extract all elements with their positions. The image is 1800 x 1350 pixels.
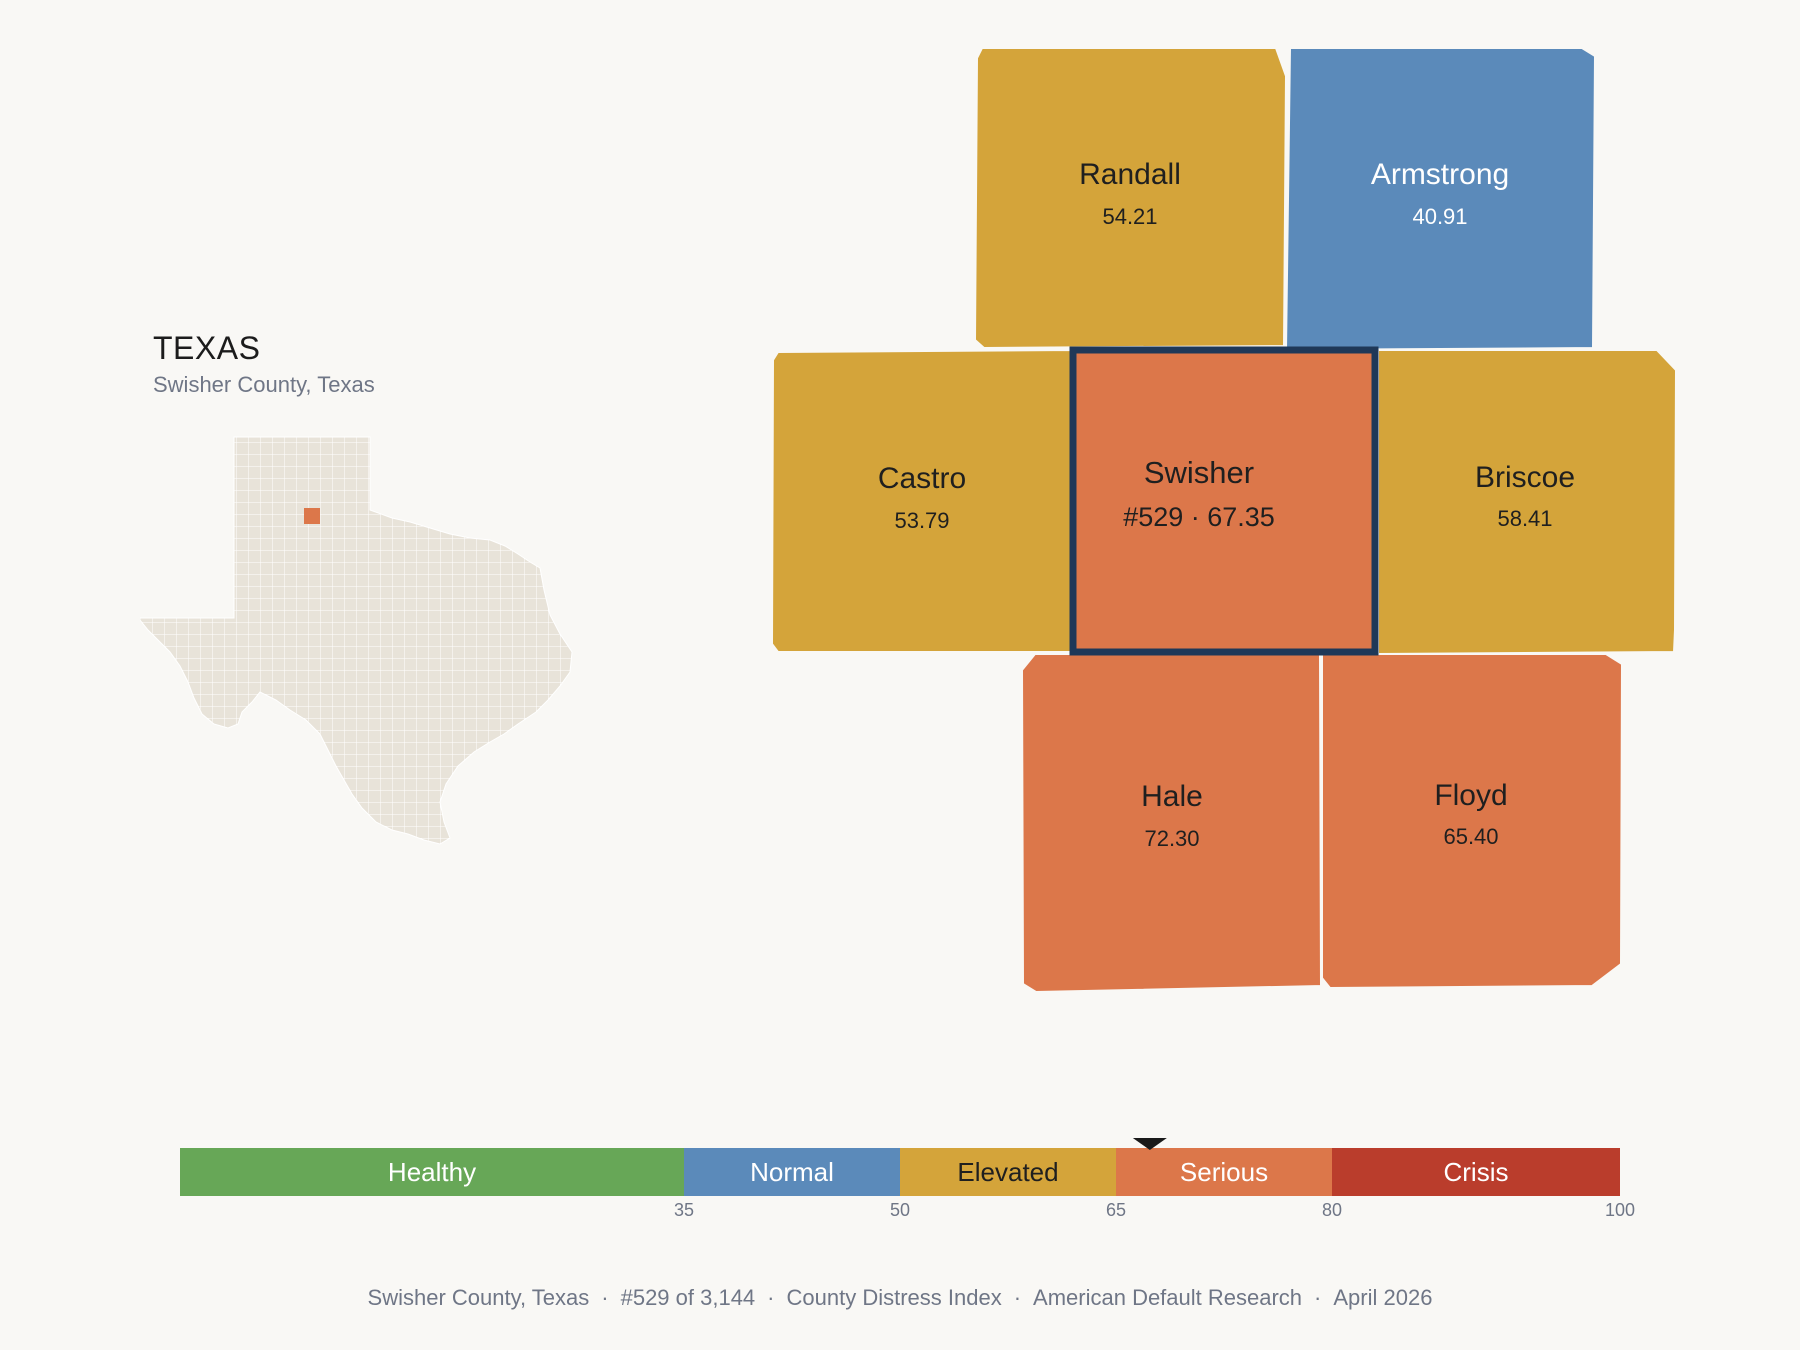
county-armstrong[interactable]: Armstrong 40.91 <box>1284 47 1597 352</box>
county-name-floyd: Floyd <box>1434 779 1507 812</box>
scale-segment-elevated <box>900 1148 1116 1196</box>
scale-label-normal: Normal <box>750 1157 834 1187</box>
footer-county: Swisher County, Texas <box>367 1285 590 1310</box>
footer-organization: American Default Research <box>1033 1285 1303 1310</box>
scale-tick: 80 <box>1322 1200 1342 1220</box>
county-name-castro: Castro <box>878 462 966 495</box>
footer-rank: #529 of 3,144 <box>620 1285 756 1310</box>
scale-segment-serious <box>1116 1148 1332 1196</box>
selected-county-outline <box>1069 346 1379 656</box>
county-value-castro: 53.79 <box>894 508 949 533</box>
scale-label-elevated: Elevated <box>957 1157 1058 1187</box>
state-title: TEXAS <box>153 330 261 366</box>
scale-label-serious: Serious <box>1180 1157 1268 1187</box>
selected-county-rank-score: #529 · 67.35 <box>1123 502 1275 532</box>
footer-separator: · <box>1013 1285 1022 1310</box>
footer-date: April 2026 <box>1333 1285 1433 1310</box>
scale-label-crisis: Crisis <box>1444 1157 1509 1187</box>
county-value-floyd: 65.40 <box>1443 824 1498 849</box>
scale-label-healthy: Healthy <box>388 1157 476 1187</box>
distress-scale: Healthy Normal Elevated Serious Crisis 35 50 6… <box>180 1138 1635 1220</box>
selected-county-marker <box>304 508 320 524</box>
county-name-briscoe: Briscoe <box>1475 461 1575 494</box>
footer-separator: · <box>1314 1285 1322 1310</box>
county-value-hale: 72.30 <box>1144 826 1199 851</box>
scale-segment-normal <box>684 1148 900 1196</box>
county-value-armstrong: 40.91 <box>1412 204 1467 229</box>
footer-separator: · <box>767 1285 775 1310</box>
county-value-randall: 54.21 <box>1102 204 1157 229</box>
footer-separator: · <box>601 1285 609 1310</box>
county-neighborhood-map: Randall 54.21 Armstrong 40.91 Castro 53.… <box>770 47 1678 994</box>
scale-segment-crisis <box>1332 1148 1620 1196</box>
county-castro[interactable]: Castro 53.79 <box>770 348 1076 653</box>
county-hale[interactable]: Hale 72.30 <box>1020 653 1323 994</box>
scale-tick: 35 <box>674 1200 694 1220</box>
county-swisher-selected[interactable]: Swisher #529 · 67.35 <box>1069 346 1379 656</box>
county-floyd[interactable]: Floyd 65.40 <box>1321 653 1624 990</box>
state-inset-map <box>140 436 573 845</box>
scale-tick: 50 <box>890 1200 910 1220</box>
scale-tick: 65 <box>1106 1200 1126 1220</box>
footer-index-name: County Distress Index <box>786 1285 1002 1310</box>
score-marker-triangle <box>1132 1138 1167 1150</box>
selected-county-name: Swisher <box>1144 455 1254 490</box>
county-briscoe[interactable]: Briscoe 58.41 <box>1377 349 1678 656</box>
footer: Swisher County, Texas · #529 of 3,144 · Coun… <box>0 1285 1800 1311</box>
county-subtitle: Swisher County, Texas <box>153 372 375 397</box>
county-randall[interactable]: Randall 54.21 <box>973 47 1288 350</box>
scale-tick: 100 <box>1605 1200 1635 1220</box>
county-value-briscoe: 58.41 <box>1497 506 1552 531</box>
county-name-armstrong: Armstrong <box>1371 158 1509 191</box>
scale-segment-healthy <box>180 1148 684 1196</box>
county-name-randall: Randall <box>1079 158 1181 191</box>
county-name-hale: Hale <box>1141 780 1203 813</box>
